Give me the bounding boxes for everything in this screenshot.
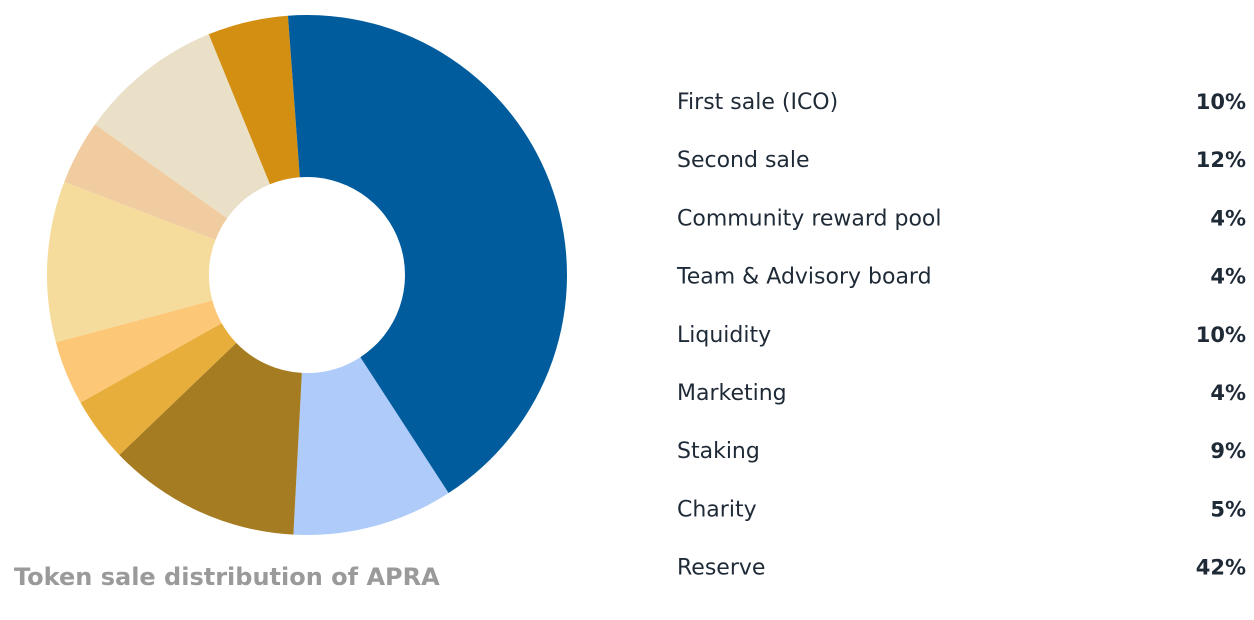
legend-value: 10% — [1196, 90, 1246, 114]
legend-label: Marketing — [677, 381, 787, 406]
donut-slice — [119, 342, 302, 535]
donut-slice — [208, 15, 300, 185]
donut-slice — [80, 323, 237, 455]
legend-value: 4% — [1210, 265, 1246, 289]
legend-label: Community reward pool — [677, 206, 942, 231]
legend-label: Team & Advisory board — [676, 265, 932, 290]
legend-label: Second sale — [677, 148, 810, 173]
donut-slice — [47, 181, 216, 343]
donut-slice — [287, 15, 567, 494]
legend-value: 5% — [1210, 497, 1246, 521]
donut-slice — [64, 124, 228, 240]
chart-caption: Token sale distribution of APRA — [14, 563, 440, 591]
legend-label: Charity — [677, 497, 757, 522]
donut-slice — [95, 34, 270, 219]
legend-label: First sale (ICO) — [677, 90, 838, 115]
donut-slice — [293, 357, 449, 535]
legend-value: 4% — [1210, 206, 1246, 230]
legend-value: 9% — [1210, 439, 1246, 463]
legend-value: 10% — [1196, 323, 1246, 347]
legend-label: Staking — [677, 439, 760, 464]
legend-value: 4% — [1210, 381, 1246, 405]
legend-label: Reserve — [677, 556, 765, 581]
donut-slice — [55, 300, 222, 403]
legend-value: 42% — [1196, 556, 1246, 580]
legend-value: 12% — [1196, 148, 1246, 172]
legend-label: Liquidity — [677, 323, 771, 348]
